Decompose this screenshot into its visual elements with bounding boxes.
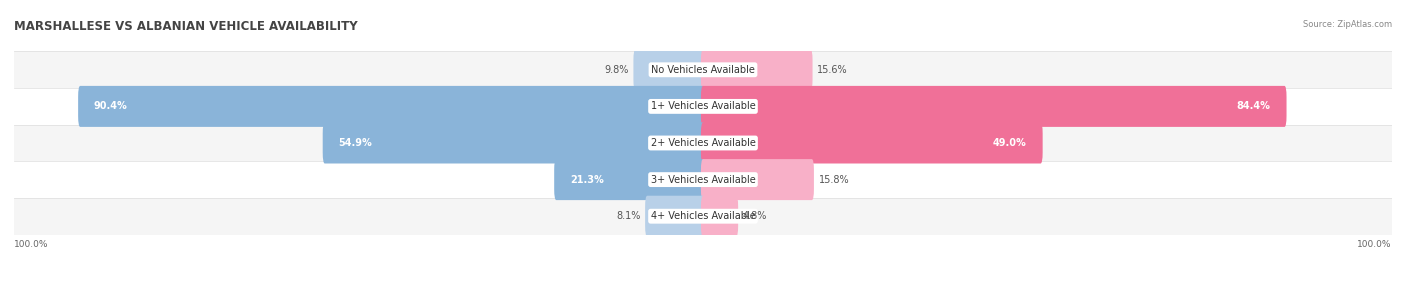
Text: 100.0%: 100.0%	[14, 240, 49, 249]
Text: 8.1%: 8.1%	[616, 211, 640, 221]
Text: Source: ZipAtlas.com: Source: ZipAtlas.com	[1303, 20, 1392, 29]
Text: 21.3%: 21.3%	[569, 175, 603, 184]
Bar	[14, 51, 1392, 88]
FancyBboxPatch shape	[323, 122, 704, 164]
Text: 84.4%: 84.4%	[1237, 102, 1271, 111]
Bar	[14, 198, 1392, 235]
Text: 54.9%: 54.9%	[339, 138, 373, 148]
FancyBboxPatch shape	[645, 196, 704, 237]
Text: 1+ Vehicles Available: 1+ Vehicles Available	[651, 102, 755, 111]
Text: 90.4%: 90.4%	[94, 102, 128, 111]
FancyBboxPatch shape	[702, 86, 1286, 127]
Text: 9.8%: 9.8%	[605, 65, 628, 75]
Text: 15.6%: 15.6%	[817, 65, 848, 75]
Text: MARSHALLESE VS ALBANIAN VEHICLE AVAILABILITY: MARSHALLESE VS ALBANIAN VEHICLE AVAILABI…	[14, 20, 357, 33]
FancyBboxPatch shape	[634, 49, 704, 90]
Bar	[14, 88, 1392, 125]
Bar	[14, 125, 1392, 161]
Text: 3+ Vehicles Available: 3+ Vehicles Available	[651, 175, 755, 184]
Text: 4.8%: 4.8%	[742, 211, 768, 221]
Text: 15.8%: 15.8%	[818, 175, 849, 184]
FancyBboxPatch shape	[702, 159, 814, 200]
Text: 2+ Vehicles Available: 2+ Vehicles Available	[651, 138, 755, 148]
FancyBboxPatch shape	[702, 122, 1043, 164]
Text: No Vehicles Available: No Vehicles Available	[651, 65, 755, 75]
FancyBboxPatch shape	[702, 49, 813, 90]
FancyBboxPatch shape	[79, 86, 704, 127]
Bar	[14, 161, 1392, 198]
Text: 100.0%: 100.0%	[1357, 240, 1392, 249]
FancyBboxPatch shape	[702, 196, 738, 237]
Text: 49.0%: 49.0%	[993, 138, 1026, 148]
Text: 4+ Vehicles Available: 4+ Vehicles Available	[651, 211, 755, 221]
FancyBboxPatch shape	[554, 159, 704, 200]
